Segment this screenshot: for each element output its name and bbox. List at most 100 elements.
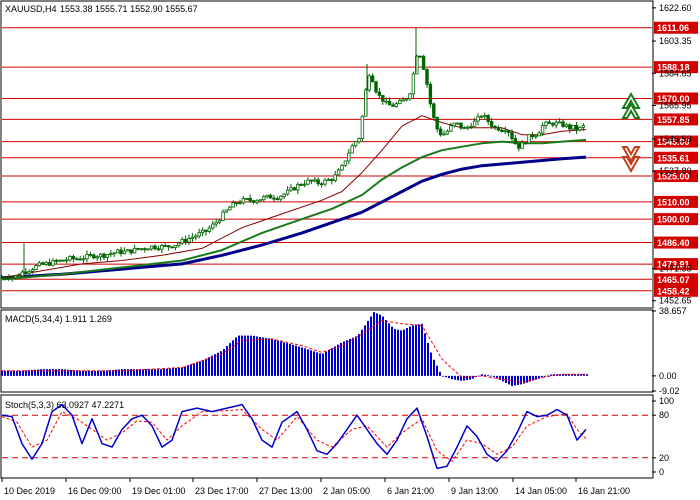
macd-bar: [445, 375, 447, 378]
candle-body: [183, 238, 188, 243]
macd-bar: [286, 343, 288, 376]
candle-body: [469, 125, 473, 128]
candle-body: [241, 198, 246, 204]
candle-body: [513, 138, 518, 145]
candle-body: [92, 254, 96, 259]
macd-bar: [259, 336, 261, 376]
time-tick-label: 2 Jan 05:00: [323, 486, 370, 496]
macd-bar: [565, 374, 567, 376]
candle-body: [316, 179, 320, 185]
candle-body: [197, 232, 201, 237]
candle-body: [377, 91, 382, 96]
candle-body: [302, 183, 307, 186]
macd-bar: [151, 369, 153, 376]
time-tick-label: 23 Dec 17:00: [195, 486, 249, 496]
macd-tick-label: 0.00: [659, 371, 677, 381]
candle-body: [299, 184, 303, 186]
candle-body: [534, 135, 538, 138]
candle-body: [381, 94, 385, 102]
price-level-tag: [654, 236, 698, 249]
ohlc-label: 1553.38 1555.71 1552.90 1555.67: [60, 4, 198, 14]
candle-body: [41, 262, 45, 265]
macd-bar: [52, 369, 54, 376]
candle-body: [194, 235, 198, 238]
candle-body: [496, 126, 501, 131]
macd-bar: [175, 367, 177, 376]
candle-body: [313, 179, 317, 182]
macd-bar: [409, 326, 411, 376]
price-level-label: 1557.85: [657, 115, 690, 125]
symbol-label: XAUUSD,H4: [5, 4, 57, 14]
candle-body: [472, 120, 477, 127]
candle-body: [500, 129, 504, 132]
candle-body: [506, 130, 511, 133]
candle-body: [190, 236, 195, 239]
macd-bar: [34, 369, 36, 376]
candle-body: [517, 143, 521, 149]
macd-bar: [76, 370, 78, 376]
macd-bar: [502, 375, 504, 382]
macd-bar: [484, 374, 486, 376]
macd-bar: [439, 371, 441, 376]
candle-body: [510, 132, 514, 140]
macd-bar: [391, 326, 393, 376]
price-tick-label: 1603.35: [659, 36, 692, 46]
candle-body: [75, 258, 79, 261]
candle-body: [530, 134, 535, 138]
candle-body: [3, 277, 8, 280]
candle-body: [523, 142, 528, 145]
price-level-label: 1486.40: [657, 238, 690, 248]
macd-bar: [196, 362, 198, 376]
macd-bar: [325, 351, 327, 376]
price-level-label: 1525.00: [657, 172, 690, 182]
candle-body: [105, 254, 110, 258]
time-tick-label: 10 Dec 2019: [4, 486, 55, 496]
macd-bar: [280, 341, 282, 376]
candle-body: [200, 229, 205, 234]
macd-bar: [127, 369, 129, 376]
macd-bar: [523, 375, 525, 384]
macd-bar: [571, 374, 573, 376]
candle-body: [177, 242, 181, 246]
candle-body: [330, 179, 334, 182]
macd-bar: [55, 369, 57, 376]
time-tick-label: 14 Jan 05:00: [515, 486, 567, 496]
macd-bar: [448, 375, 450, 379]
macd-bar: [307, 349, 309, 376]
double-chevron-up-icon: [621, 91, 641, 119]
candle-body: [88, 253, 93, 256]
candle-body: [78, 258, 82, 261]
price-axis: 1622.60 1603.35 1584.65 1565.95 1546.50 1527.…: [652, 3, 692, 306]
candle-body: [119, 249, 123, 255]
macd-bar: [1, 370, 3, 376]
macd-bar: [403, 329, 405, 376]
candle-body: [578, 126, 582, 131]
candle-body: [489, 121, 494, 127]
candle-body: [102, 253, 106, 258]
macd-bar: [145, 369, 147, 376]
candle-body: [561, 121, 565, 127]
ma-slow-line: [1, 155, 587, 280]
candle-body: [421, 55, 426, 70]
macd-bar: [163, 368, 165, 376]
candle-body: [224, 209, 229, 213]
macd-bar: [493, 375, 495, 377]
candle-body: [581, 125, 586, 128]
macd-bar: [238, 335, 240, 376]
candle-body: [143, 248, 147, 251]
macd-bar: [229, 343, 231, 376]
candle-body: [479, 115, 484, 118]
candle-body: [449, 125, 453, 132]
candles-group: [0, 27, 586, 282]
candle-body: [211, 223, 215, 229]
macd-signal-line: [2, 320, 588, 384]
candle-body: [306, 179, 310, 185]
price-tick-label: 1471.35: [659, 263, 692, 273]
macd-bar: [31, 369, 33, 376]
candle-body: [466, 126, 470, 129]
time-tick-label: 6 Jan 21:00: [387, 486, 434, 496]
macd-bar: [115, 369, 117, 376]
macd-bar: [541, 375, 543, 378]
macd-bar: [310, 350, 312, 376]
